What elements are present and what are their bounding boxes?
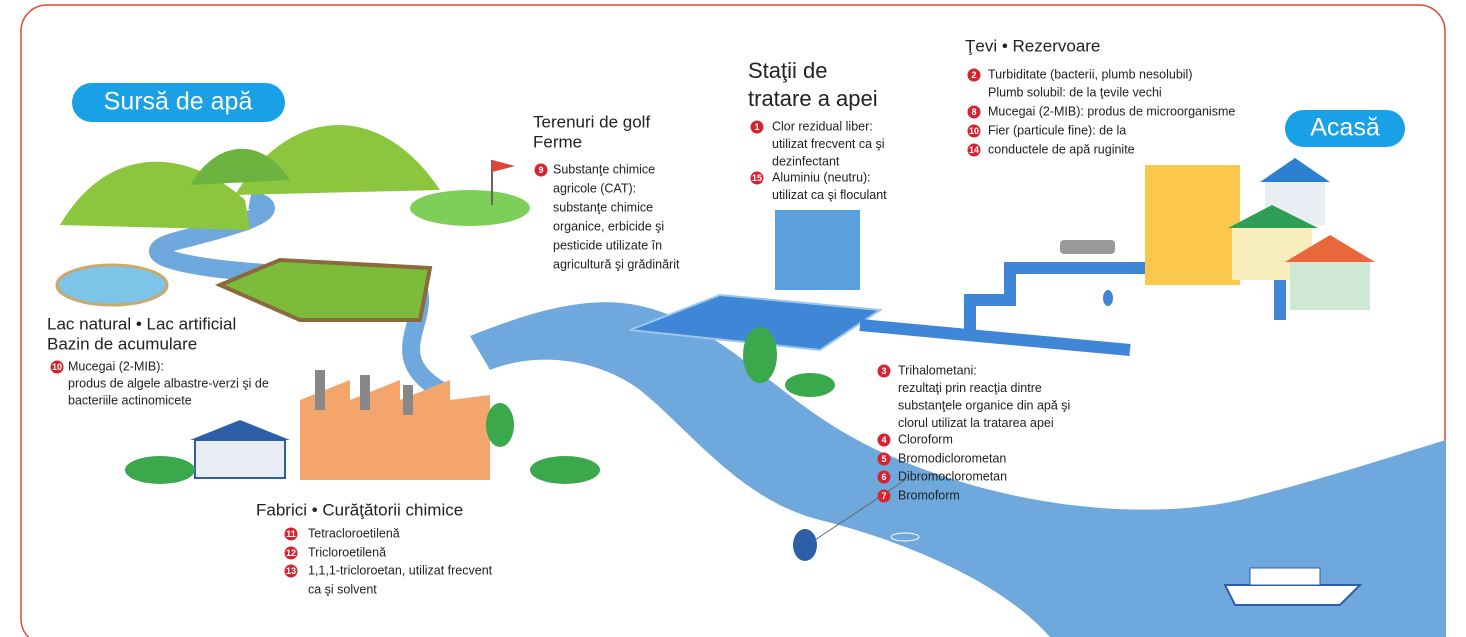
boat-cabin [1250, 568, 1320, 585]
item-text: Aluminiu (neutru): [772, 170, 871, 184]
badge-number: 8 [971, 107, 976, 117]
item-text: substanţele organice din apă şi [898, 398, 1070, 412]
cleaner [195, 440, 285, 478]
badge-number: 4 [881, 435, 886, 445]
faucet [1060, 240, 1115, 254]
badge-number: 1 [754, 122, 759, 132]
section-title: Ferme [533, 132, 582, 151]
item-text: utilizat ca şi floculant [772, 188, 887, 202]
item-text: pesticide utilizate în [553, 238, 662, 252]
badge-number: 12 [286, 548, 296, 558]
house [1290, 260, 1370, 310]
section-title: Lac natural • Lac artificial [47, 314, 236, 333]
badge-number: 9 [538, 165, 543, 175]
chimney [315, 370, 325, 410]
item-text: agricultură şi grădinărit [553, 257, 680, 271]
badge-number: 7 [881, 491, 886, 501]
home-label: Acasă [1310, 114, 1380, 142]
item-text: produs de algele albastre-verzi şi de [68, 376, 269, 390]
bush [125, 456, 195, 484]
item-text: Trihalometani: [898, 363, 977, 377]
bush [530, 456, 600, 484]
golf-green [410, 190, 530, 226]
item-text: Clor rezidual liber: [772, 119, 873, 133]
tree [743, 327, 777, 383]
source-label: Sursă de apă [104, 88, 253, 116]
apartment [1145, 165, 1240, 285]
chimney [360, 375, 370, 410]
badge-number: 14 [969, 145, 979, 155]
item-text: Dibromoclorometan [898, 469, 1007, 483]
drop [1103, 290, 1113, 306]
section-title: Terenuri de golf [533, 112, 650, 131]
item-text: Turbiditate (bacterii, plumb nesolubil) [988, 67, 1193, 81]
badge-number: 2 [971, 70, 976, 80]
item-text: Plumb solubil: de la ţevile vechi [988, 85, 1162, 99]
diagram: Sursă de apă Acasă Lac natural • Lac art… [0, 0, 1466, 637]
item-text: Mucegai (2-MIB): [68, 359, 164, 373]
badge-number: 10 [969, 126, 979, 136]
chimney [403, 385, 413, 415]
item-text: clorul utilizat la tratarea apei [898, 416, 1054, 430]
item-text: Cloroform [898, 432, 953, 446]
item-text: dezinfectant [772, 154, 840, 168]
item-text: Bromoform [898, 488, 960, 502]
lake [57, 265, 167, 305]
item-text: ca şi solvent [308, 582, 377, 596]
plant-building [775, 210, 860, 290]
item-text: Tetracloroetilenă [308, 526, 400, 540]
section-title: Staţii de [748, 58, 828, 83]
item-text: Fier (particule fine): de la [988, 123, 1126, 137]
item-text: bacteriile actinomicete [68, 393, 192, 407]
tree [486, 403, 514, 447]
section-title: Bazin de acumulare [47, 334, 197, 353]
section-title: Ţevi • Rezervoare [965, 36, 1100, 55]
item-text: rezultaţi prin reacţia dintre [898, 381, 1042, 395]
bush [785, 373, 835, 397]
badge-number: 10 [52, 362, 62, 372]
badge-number: 3 [881, 366, 886, 376]
badge-number: 15 [752, 173, 762, 183]
item-text: utilizat frecvent ca şi [772, 137, 885, 151]
item-text: substanţe chimice [553, 200, 653, 214]
fisherman [793, 529, 817, 561]
item-text: Substanţe chimice [553, 162, 655, 176]
item-text: agricole (CAT): [553, 181, 636, 195]
boat [1225, 585, 1360, 605]
item-text: 1,1,1-tricloroetan, utilizat frecvent [308, 563, 493, 577]
item-text: organice, erbicide şi [553, 219, 664, 233]
section-title: Fabrici • Curăţătorii chimice [256, 500, 463, 519]
section-title: tratare a apei [748, 86, 878, 111]
item-text: Bromodiclorometan [898, 451, 1006, 465]
badge-number: 11 [286, 529, 296, 539]
badge-number: 13 [286, 566, 296, 576]
item-text: Mucegai (2-MIB): produs de microorganism… [988, 104, 1235, 118]
badge-number: 5 [881, 454, 886, 464]
item-text: Tricloroetilenă [308, 545, 386, 559]
item-text: conductele de apă ruginite [988, 142, 1135, 156]
badge-number: 6 [881, 472, 886, 482]
